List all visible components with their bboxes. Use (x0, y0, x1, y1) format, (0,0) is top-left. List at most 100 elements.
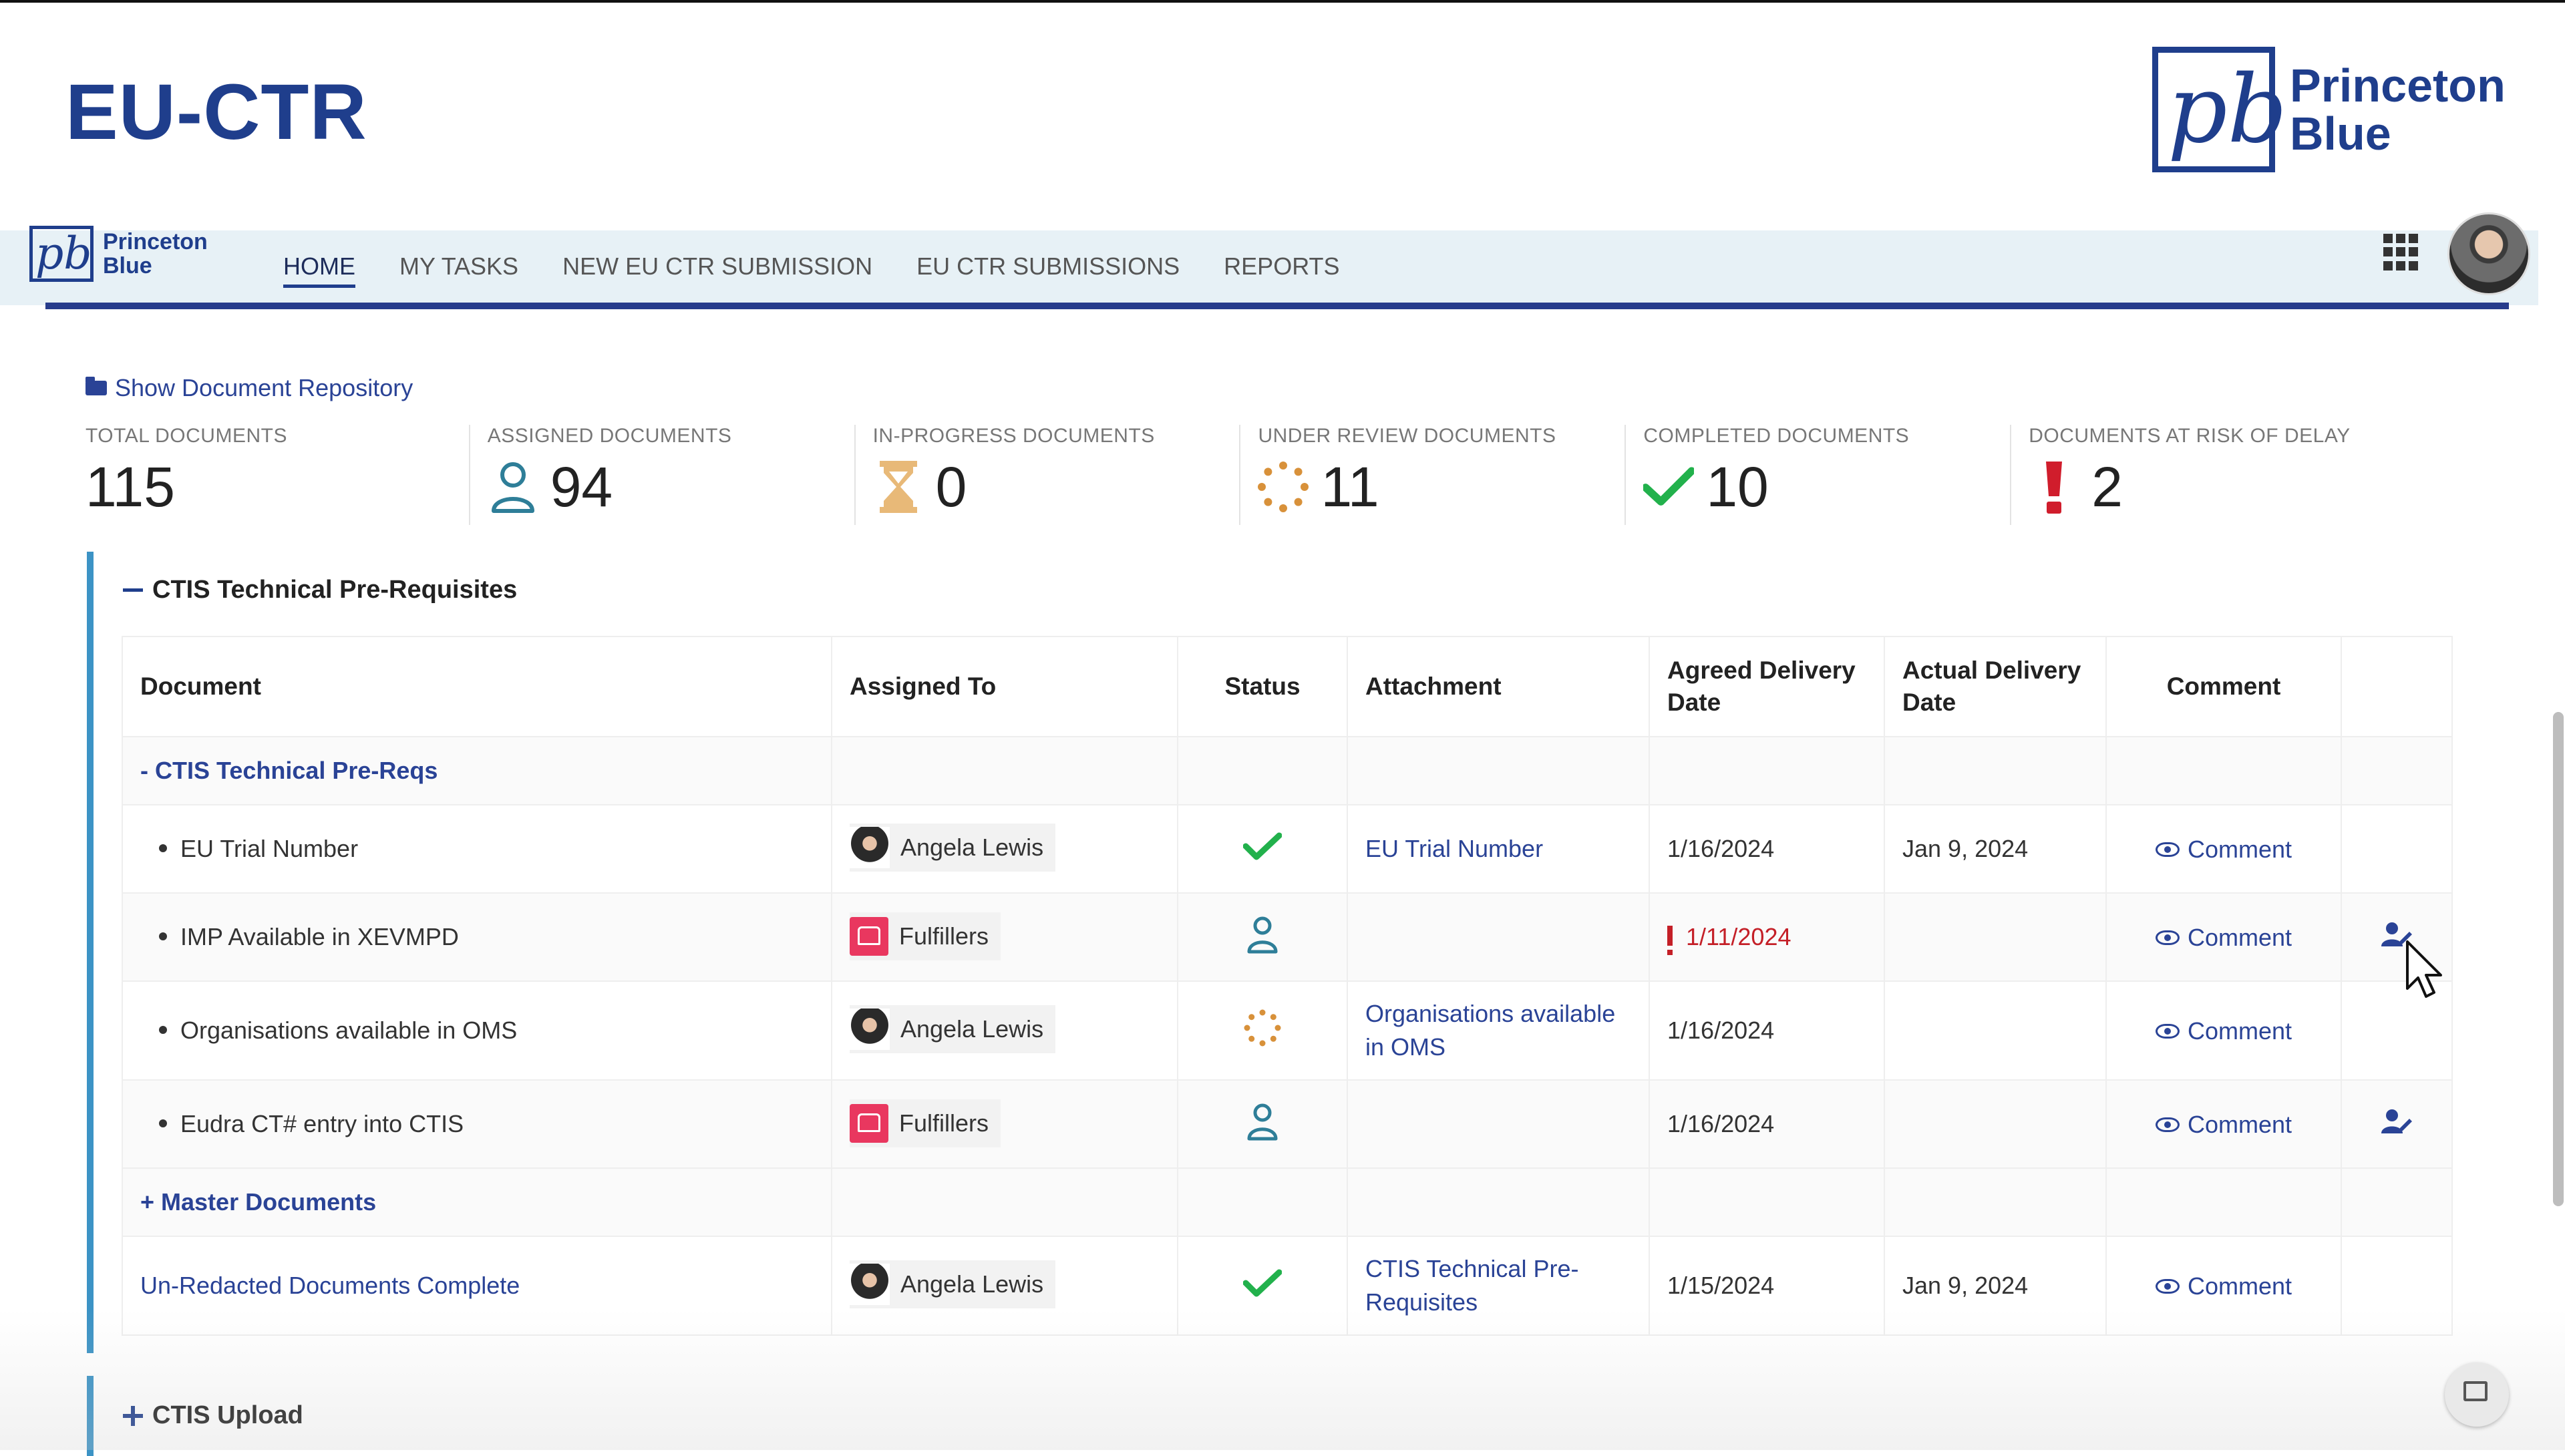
stat-total-documents[interactable]: TOTAL DOCUMENTS 115 (86, 425, 470, 525)
bullet (159, 1026, 167, 1035)
stat-value: 10 (1706, 456, 1769, 518)
table-row: Eudra CT# entry into CTIS Fulfillers 1/1… (122, 1079, 2453, 1169)
group-toggle-ctis-technical-prereqs[interactable]: - CTIS Technical Pre-Reqs (140, 757, 438, 784)
table-row: EU Trial Number Angela Lewis EU Trial Nu… (122, 804, 2453, 894)
group-row: + Master Documents (122, 1167, 2453, 1237)
tab-home[interactable]: HOME (283, 230, 355, 303)
col-document[interactable]: Document (122, 636, 832, 737)
col-actions (2341, 636, 2453, 737)
nav-logo-mark: pb (29, 226, 94, 282)
assignee-chip[interactable]: Fulfillers (850, 912, 1001, 960)
tab-my-tasks[interactable]: MY TASKS (399, 252, 519, 280)
spinner-icon (1244, 1009, 1281, 1052)
attachment-link[interactable]: EU Trial Number (1365, 835, 1544, 862)
nav-divider (45, 303, 2509, 309)
mouse-cursor-icon (2406, 940, 2442, 998)
assignee-chip[interactable]: Angela Lewis (850, 824, 1056, 872)
stat-completed-documents[interactable]: COMPLETED DOCUMENTS 10 (1626, 425, 2012, 525)
col-status[interactable]: Status (1177, 636, 1348, 737)
tab-eu-ctr-submissions[interactable]: EU CTR SUBMISSIONS (916, 252, 1180, 280)
folder-open-icon (86, 377, 107, 395)
stat-label: UNDER REVIEW DOCUMENTS (1258, 425, 1556, 447)
eye-icon (2155, 930, 2180, 945)
attachment-link[interactable]: CTIS Technical Pre-Requisites (1365, 1255, 1579, 1316)
stat-in-progress-documents[interactable]: IN-PROGRESS DOCUMENTS 0 (856, 425, 1241, 525)
top-nav (0, 230, 2538, 305)
agreed-date: 1/16/2024 (1667, 1110, 1775, 1137)
assignee-chip[interactable]: Fulfillers (850, 1099, 1001, 1147)
spinner-icon (1258, 459, 1309, 515)
agreed-date: 1/16/2024 (1667, 835, 1775, 862)
comment-link[interactable]: Comment (2155, 1111, 2292, 1139)
document-name: Organisations available in OMS (180, 1017, 518, 1044)
section-ctis-technical-prerequisites: CTIS Technical Pre-Requisites Document A… (87, 552, 2470, 1353)
check-icon (1643, 459, 1695, 515)
comment-link[interactable]: Comment (2155, 924, 2292, 952)
group-row: - CTIS Technical Pre-Reqs (122, 736, 2453, 805)
eye-icon (2155, 842, 2180, 857)
comment-link[interactable]: Comment (2155, 1272, 2292, 1300)
stat-label: TOTAL DOCUMENTS (86, 425, 287, 447)
section-toggle[interactable]: CTIS Technical Pre-Requisites (123, 576, 517, 604)
agreed-date-overdue: 1/11/2024 (1667, 923, 1791, 956)
col-comment[interactable]: Comment (2105, 636, 2342, 737)
stat-label: ASSIGNED DOCUMENTS (487, 425, 732, 447)
stat-label: COMPLETED DOCUMENTS (1643, 425, 1910, 447)
stat-value: 2 (2091, 456, 2123, 518)
comment-link[interactable]: Comment (2155, 836, 2292, 864)
document-name: EU Trial Number (180, 835, 359, 862)
stat-value: 0 (935, 456, 967, 518)
stat-under-review-documents[interactable]: UNDER REVIEW DOCUMENTS 11 (1240, 425, 1627, 525)
group-toggle-master-documents[interactable]: + Master Documents (140, 1188, 377, 1216)
assign-user-icon[interactable] (2381, 1108, 2412, 1135)
scrollbar-thumb[interactable] (2553, 712, 2564, 1206)
agreed-date: 1/16/2024 (1667, 1017, 1775, 1044)
section-title: CTIS Upload (152, 1401, 303, 1429)
user-avatar[interactable] (2447, 212, 2530, 295)
col-attachment[interactable]: Attachment (1347, 636, 1650, 737)
stat-assigned-documents[interactable]: ASSIGNED DOCUMENTS 94 (470, 425, 856, 525)
col-actual-delivery-date[interactable]: Actual Delivery Date (1884, 636, 2107, 737)
tab-new-eu-ctr-submission[interactable]: NEW EU CTR SUBMISSION (562, 252, 873, 280)
exclamation-icon (1667, 926, 1673, 956)
hourglass-icon (873, 459, 924, 515)
app-title: EU-CTR (65, 68, 367, 156)
floating-action-button[interactable] (2445, 1362, 2509, 1427)
stat-documents-at-risk[interactable]: DOCUMENTS AT RISK OF DELAY 2 (2011, 425, 2397, 525)
section-toggle[interactable]: CTIS Upload (123, 1401, 303, 1430)
table-row: Un-Redacted Documents Complete Angela Le… (122, 1236, 2453, 1336)
table-row: Organisations available in OMS Angela Le… (122, 980, 2453, 1081)
tab-reports[interactable]: REPORTS (1224, 252, 1340, 280)
show-document-repository-link[interactable]: Show Document Repository (86, 374, 413, 402)
stat-value: 94 (550, 456, 613, 518)
bullet (159, 932, 167, 941)
check-icon (1242, 1269, 1282, 1303)
expand-icon (123, 1405, 143, 1426)
collapse-icon (123, 588, 143, 592)
grid-apps-icon[interactable] (2383, 234, 2421, 271)
document-name: Eudra CT# entry into CTIS (180, 1110, 464, 1137)
assignee-chip[interactable]: Angela Lewis (850, 1260, 1056, 1308)
assignee-chip[interactable]: Angela Lewis (850, 1005, 1056, 1053)
eye-icon (2155, 1117, 2180, 1132)
brand-logo: pb Princeton Blue (2152, 47, 2506, 172)
document-name: IMP Available in XEVMPD (180, 923, 459, 950)
section-title: CTIS Technical Pre-Requisites (152, 576, 518, 604)
document-link[interactable]: Un-Redacted Documents Complete (140, 1272, 520, 1299)
nav-logo[interactable]: pb Princeton Blue (29, 226, 208, 282)
actual-date: Jan 9, 2024 (1902, 1272, 2029, 1299)
comment-link[interactable]: Comment (2155, 1017, 2292, 1045)
attachment-link[interactable]: Organisations available in OMS (1365, 1000, 1616, 1061)
user-icon (488, 459, 538, 515)
col-agreed-delivery-date[interactable]: Agreed Delivery Date (1649, 636, 1885, 737)
group-icon (850, 917, 888, 956)
nav-logo-wordmark: Princeton Blue (103, 229, 208, 279)
eye-icon (2155, 1278, 2180, 1294)
assign-user-icon[interactable] (2381, 921, 2412, 948)
user-icon (1246, 1103, 1278, 1146)
check-icon (1242, 832, 1282, 866)
avatar (850, 827, 890, 868)
stat-label: DOCUMENTS AT RISK OF DELAY (2029, 425, 2351, 447)
section-ctis-upload: CTIS Upload (87, 1376, 2477, 1456)
col-assigned-to[interactable]: Assigned To (831, 636, 1178, 737)
